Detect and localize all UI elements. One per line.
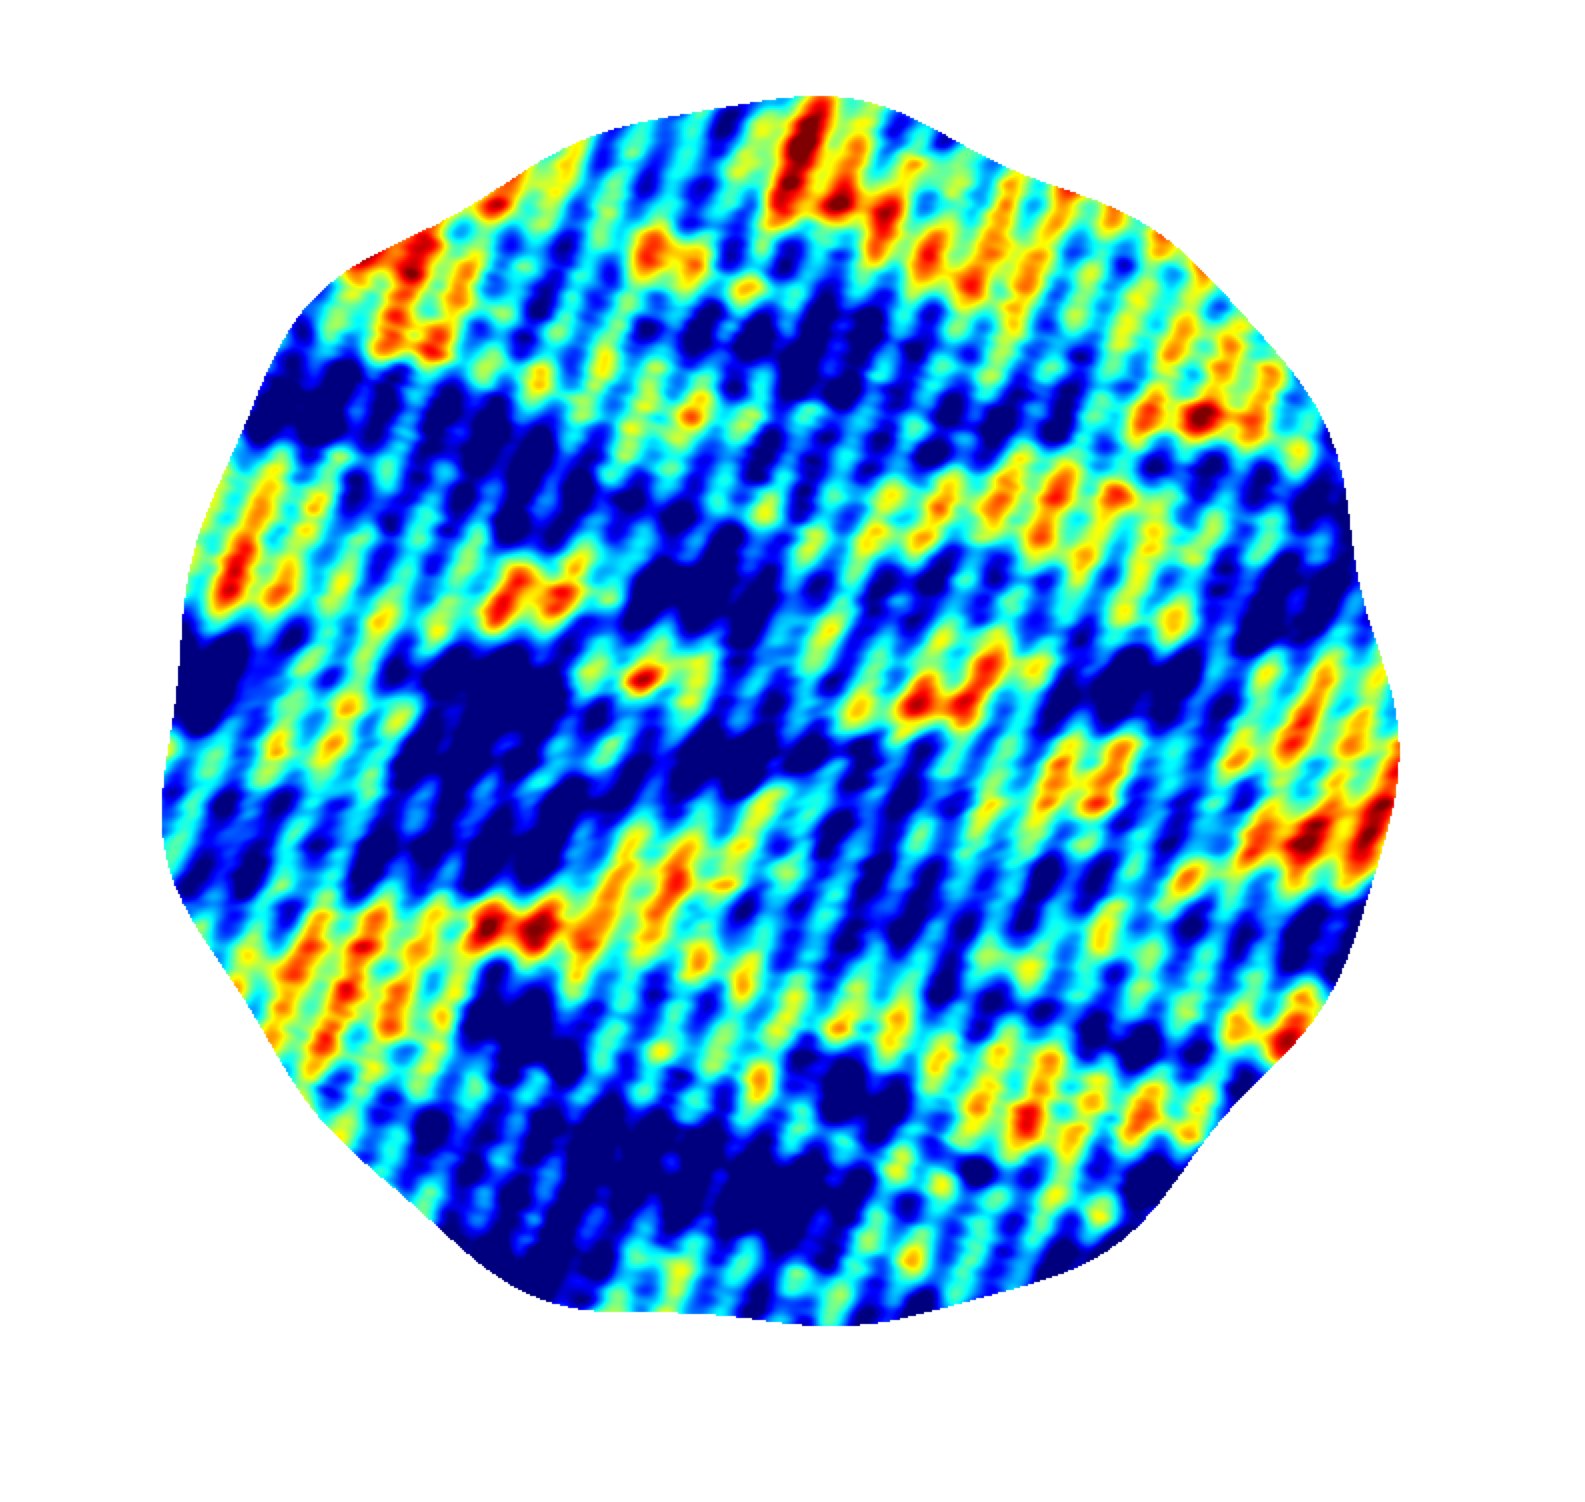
- circular-field-plot: [0, 0, 1585, 1502]
- figure-canvas: [0, 0, 1585, 1502]
